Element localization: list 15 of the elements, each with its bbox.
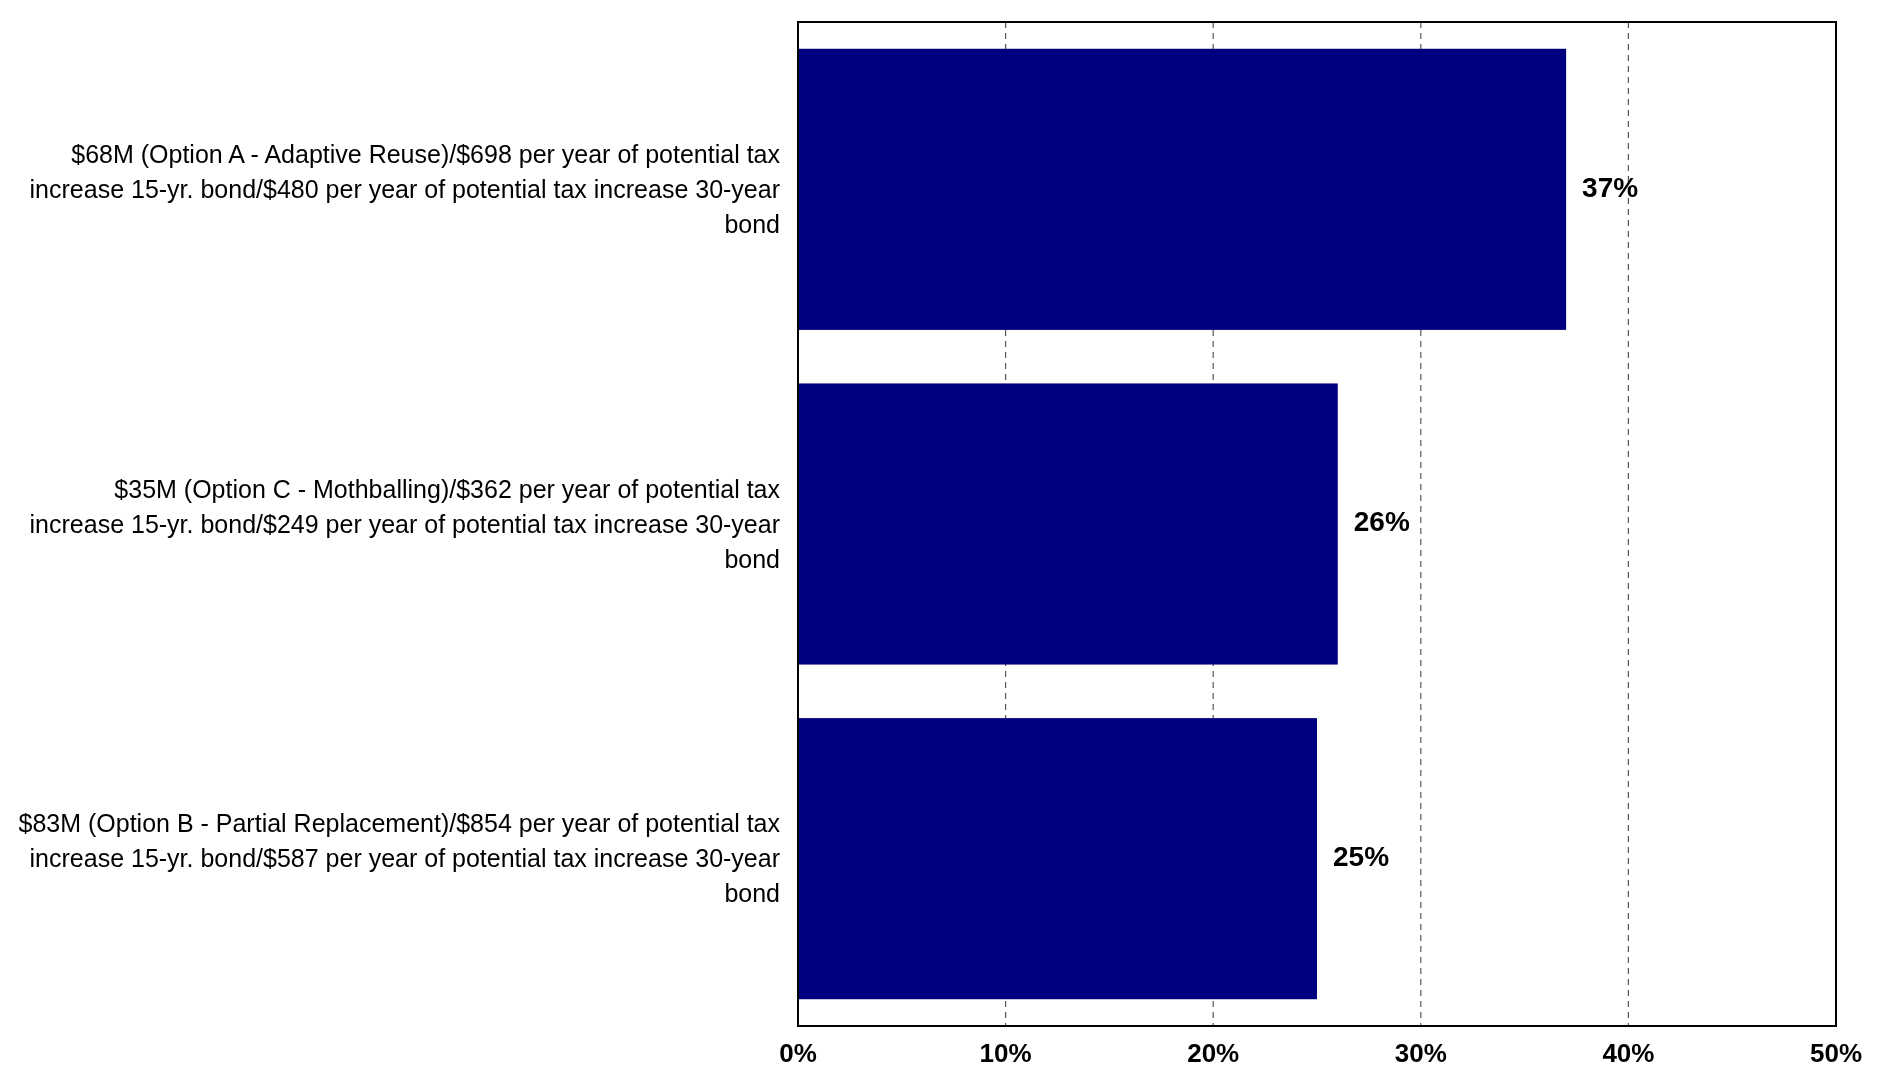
data-label: 25% <box>1333 841 1390 873</box>
data-label: 26% <box>1353 506 1410 538</box>
x-tick-label: 10% <box>979 1038 1032 1068</box>
bar <box>798 383 1338 665</box>
y-tick-label: $35M (Option C - Mothballing)/$362 per year of potential tax increase 15-yr. bond/$249 per year of potential tax increase 30-year bond <box>29 474 781 573</box>
data-label: 37% <box>1582 171 1639 203</box>
x-tick-label: 0% <box>779 1038 817 1068</box>
x-tick-label: 40% <box>1602 1038 1655 1068</box>
y-tick-label: $83M (Option B - Partial Replacement)/$854 per year of potential tax increase 15-yr. bond/$587 per year of potential tax increase 30-year bond <box>18 809 781 908</box>
bar <box>798 718 1317 1000</box>
bar <box>798 48 1567 330</box>
x-tick-label: 20% <box>1187 1038 1240 1068</box>
x-tick-label: 30% <box>1394 1038 1447 1068</box>
y-tick-label: $68M (Option A - Adaptive Reuse)/$698 per year of potential tax increase 15-yr. bond/$480 per year of potential tax increase 30-year bond <box>29 140 781 239</box>
x-tick-label: 50% <box>1809 1038 1863 1068</box>
